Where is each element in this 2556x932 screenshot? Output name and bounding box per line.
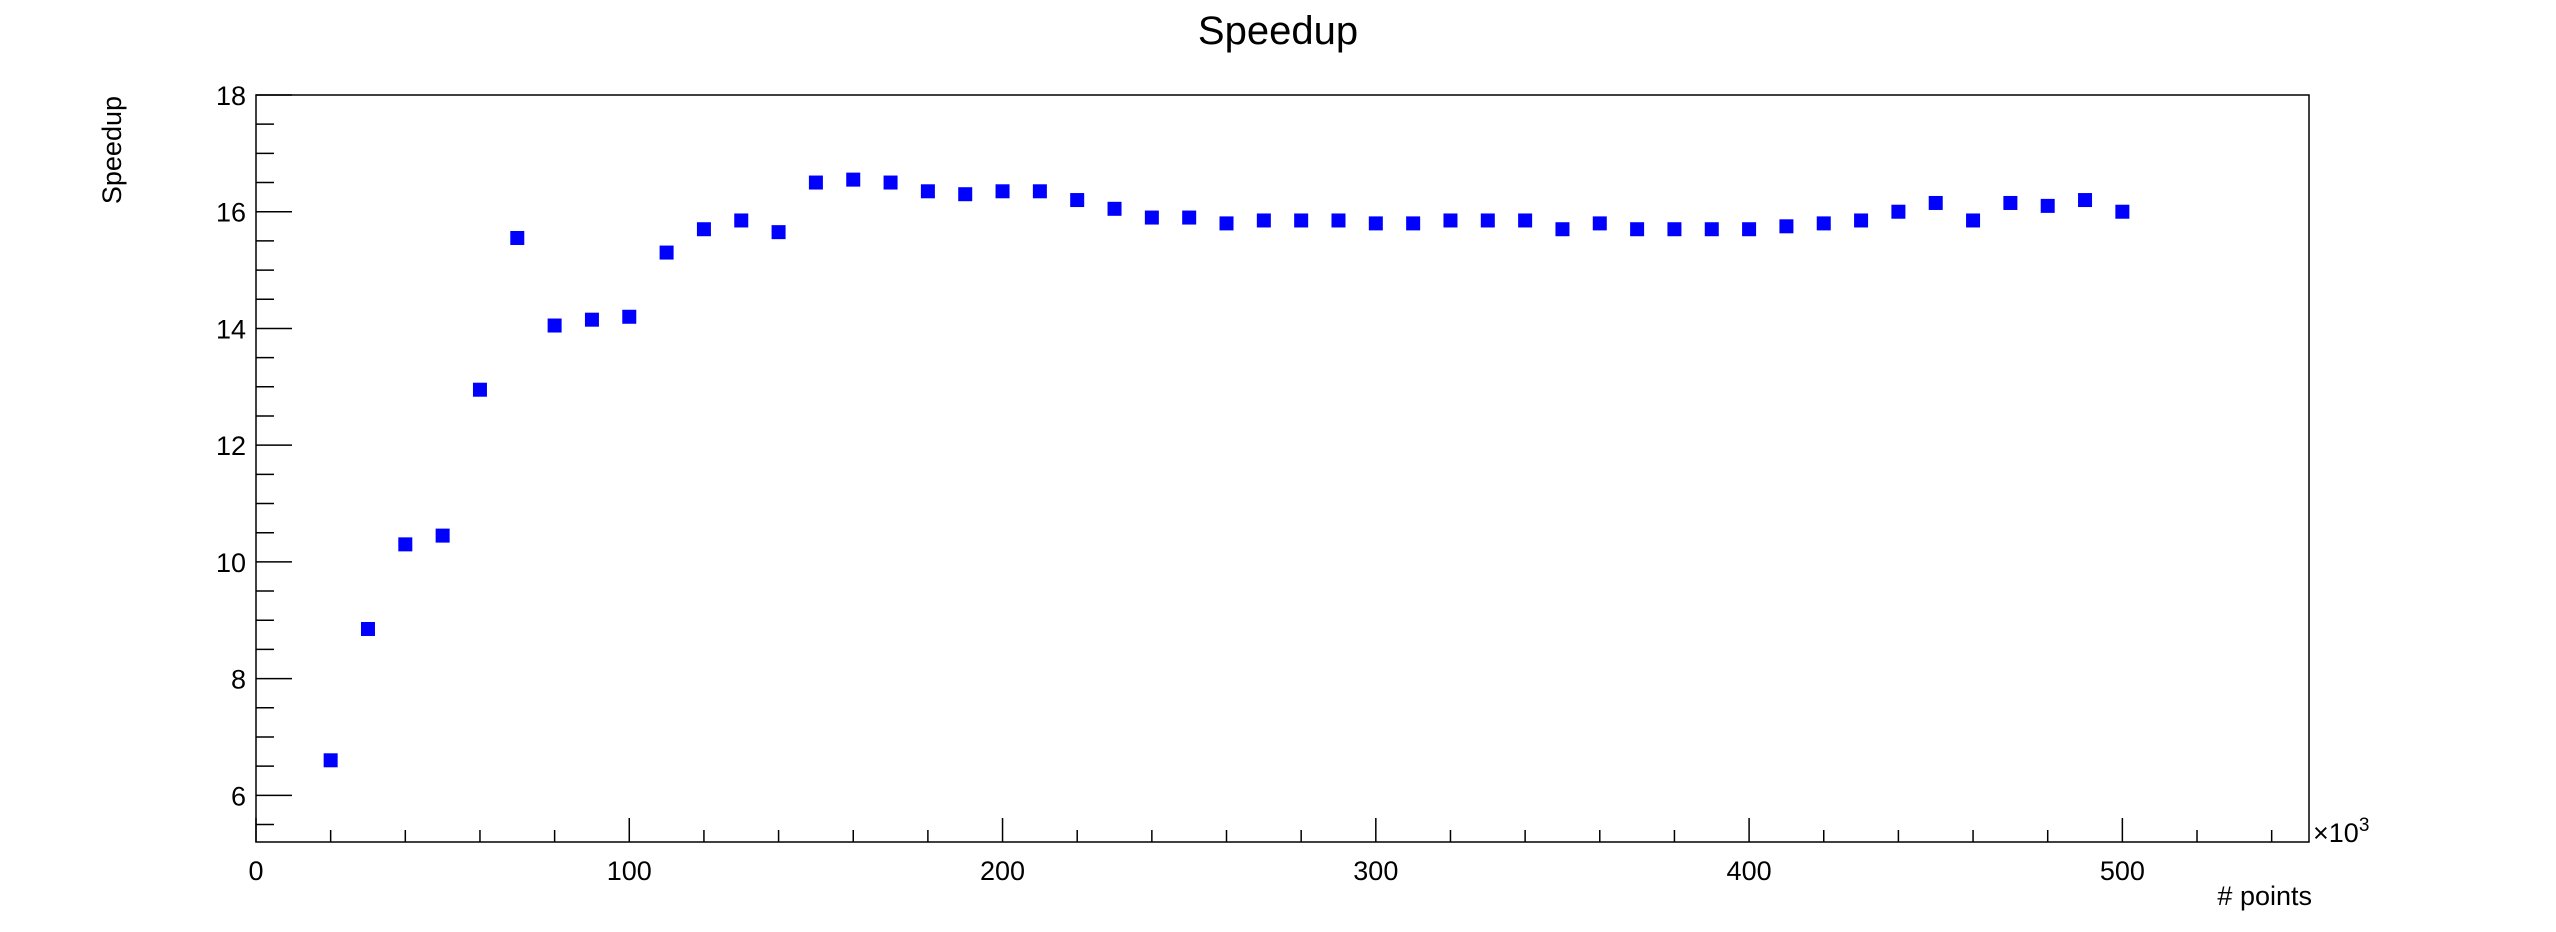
chart-title: Speedup (1198, 9, 1358, 53)
data-point (2003, 195, 2018, 210)
data-point (1480, 213, 1495, 228)
data-point (1704, 222, 1719, 237)
data-point (1144, 210, 1159, 225)
data-point (1555, 222, 1570, 237)
y-tick-label: 6 (231, 781, 246, 811)
data-point (771, 225, 786, 240)
data-point (2040, 198, 2055, 213)
x-tick-label: 300 (1353, 856, 1398, 886)
data-point (696, 222, 711, 237)
data-point (2078, 193, 2093, 208)
data-point (510, 230, 525, 245)
x-tick-label: 100 (607, 856, 652, 886)
data-point (2115, 204, 2130, 219)
data-point (1592, 216, 1607, 231)
x-axis-multiplier-exponent: 3 (2359, 815, 2370, 836)
data-point (1443, 213, 1458, 228)
data-point (1891, 204, 1906, 219)
data-point (435, 528, 450, 543)
data-point (1219, 216, 1234, 231)
data-point (323, 753, 338, 768)
data-point (1630, 222, 1645, 237)
data-point (995, 184, 1010, 199)
x-axis-label: # points (2217, 881, 2312, 911)
data-point (883, 175, 898, 190)
data-point (1742, 222, 1757, 237)
y-tick-label: 8 (231, 665, 246, 695)
y-tick-label: 16 (216, 198, 246, 228)
data-markers (323, 172, 2130, 768)
data-point (1518, 213, 1533, 228)
data-point (398, 537, 413, 552)
plot-frame (255, 94, 2310, 843)
data-point (1406, 216, 1421, 231)
y-tick-label: 18 (216, 81, 246, 111)
data-point (1966, 213, 1981, 228)
data-point (1331, 213, 1346, 228)
x-axis-ticks: 0 100 200 300 400 500 (248, 818, 2273, 886)
data-point (1816, 216, 1831, 231)
data-point (472, 382, 487, 397)
x-tick-label: 200 (980, 856, 1025, 886)
data-point (622, 309, 637, 324)
data-point (1294, 213, 1309, 228)
data-point (1779, 219, 1794, 234)
data-point (1182, 210, 1197, 225)
data-point (659, 245, 674, 260)
data-point (360, 621, 375, 636)
x-tick-label: 400 (1727, 856, 1772, 886)
data-point (808, 175, 823, 190)
x-tick-label: 0 (248, 856, 263, 886)
data-point (1928, 195, 1943, 210)
data-point (734, 213, 749, 228)
data-point (1107, 201, 1122, 216)
data-point (1032, 184, 1047, 199)
data-point (584, 312, 599, 327)
data-point (1667, 222, 1682, 237)
y-axis-label: Speedup (97, 96, 127, 204)
x-axis-multiplier-base: ×10 (2313, 818, 2359, 848)
y-axis-ticks: 6 8 10 12 14 16 18 (216, 81, 292, 826)
data-point (846, 172, 861, 187)
x-axis-multiplier: ×103 (2313, 815, 2369, 848)
data-point (1854, 213, 1869, 228)
y-tick-label: 12 (216, 431, 246, 461)
data-point (920, 184, 935, 199)
x-tick-label: 500 (2100, 856, 2145, 886)
y-tick-label: 14 (216, 314, 246, 344)
data-point (958, 187, 973, 202)
y-tick-label: 10 (216, 548, 246, 578)
data-point (1070, 193, 1085, 208)
data-point (1368, 216, 1383, 231)
data-point (547, 318, 562, 333)
data-point (1256, 213, 1271, 228)
